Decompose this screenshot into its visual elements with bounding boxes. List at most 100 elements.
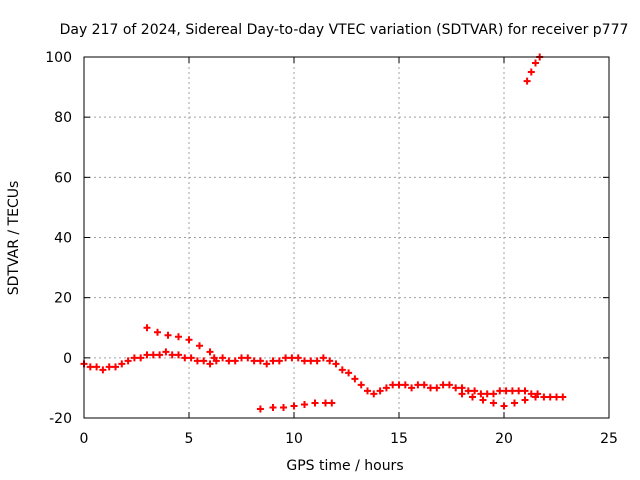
data-point [118,360,126,368]
data-point [357,381,365,389]
data-point [269,403,277,411]
data-point [206,360,214,368]
data-point [301,357,308,365]
data-point [546,393,554,401]
chart-title: Day 217 of 2024, Sidereal Day-to-day VTE… [60,22,629,38]
data-point [532,393,539,401]
y-tick-label: 60 [54,170,72,186]
data-point [496,387,504,395]
data-point [458,390,466,398]
data-point [433,384,441,392]
y-tick-label: 40 [54,231,72,247]
data-point [290,402,298,410]
data-point [464,387,472,395]
data-point [206,348,214,356]
data-point [527,68,535,76]
data-point [326,357,334,365]
data-point [527,390,535,398]
data-point [105,363,113,371]
data-point [452,384,460,392]
data-point [395,381,403,389]
data-point [445,381,453,389]
series-segment-1 [80,348,567,401]
data-point [471,387,479,395]
series-segment-5 [523,53,544,85]
series-segment-4 [458,390,539,410]
data-point [288,354,296,362]
data-point [244,354,252,362]
data-point [511,399,518,407]
x-tick-label: 20 [495,431,513,447]
data-point [408,384,416,392]
data-point [193,357,201,365]
x-axis-label: GPS time / hours [286,458,403,474]
data-point [483,390,491,398]
data-point [376,387,384,395]
data-point [282,354,290,362]
data-point [458,384,466,392]
data-point [280,403,287,411]
data-point [196,342,203,350]
data-point [351,375,359,383]
data-point [294,354,302,362]
x-tick-label: 15 [390,431,408,447]
y-tick-label: 0 [63,351,72,367]
data-point [185,336,193,344]
data-point [149,351,157,359]
data-point [490,390,497,398]
data-point [515,387,523,395]
data-point [154,328,161,336]
x-tick-label: 10 [285,431,303,447]
y-tick-label: 20 [54,291,72,307]
data-point [500,402,508,410]
data-point [256,357,264,365]
data-point [427,384,434,392]
data-point [156,351,164,359]
data-point [389,381,397,389]
data-point [559,393,567,401]
axis-ticks: 0 5 10 15 20 25 -20 0 20 40 60 80 100 [45,50,618,447]
data-point [338,366,346,374]
y-tick-label: -20 [49,411,72,427]
data-point [93,363,101,371]
data-point [508,387,516,395]
data-point [231,357,239,365]
data-point [401,381,409,389]
data-point [162,348,170,356]
data-point [439,381,447,389]
data-point [382,384,390,392]
data-point [225,357,233,365]
data-point [200,357,208,365]
data-point [256,405,264,413]
x-tick-label: 0 [80,431,89,447]
data-point [414,381,422,389]
data-point [553,393,560,401]
data-point [328,399,336,407]
data-point [219,354,227,362]
data-point [99,366,107,374]
data-point [490,399,497,407]
data-point [124,357,132,365]
data-point [322,399,329,407]
data-point [143,324,151,332]
grid-lines [84,57,609,418]
data-points [80,53,567,413]
data-point [175,351,182,359]
data-point [238,354,245,362]
data-point [143,351,151,359]
data-point [521,396,529,404]
x-tick-label: 5 [185,431,194,447]
y-tick-label: 80 [54,110,72,126]
data-point [311,399,319,407]
data-point [269,357,277,365]
series-segment-3 [256,399,336,413]
data-point [181,354,189,362]
data-point [345,369,353,377]
data-point [313,357,321,365]
data-point [502,387,510,395]
data-point [164,331,172,339]
y-tick-label: 100 [45,50,72,66]
data-point [332,360,340,368]
data-point [187,354,195,362]
